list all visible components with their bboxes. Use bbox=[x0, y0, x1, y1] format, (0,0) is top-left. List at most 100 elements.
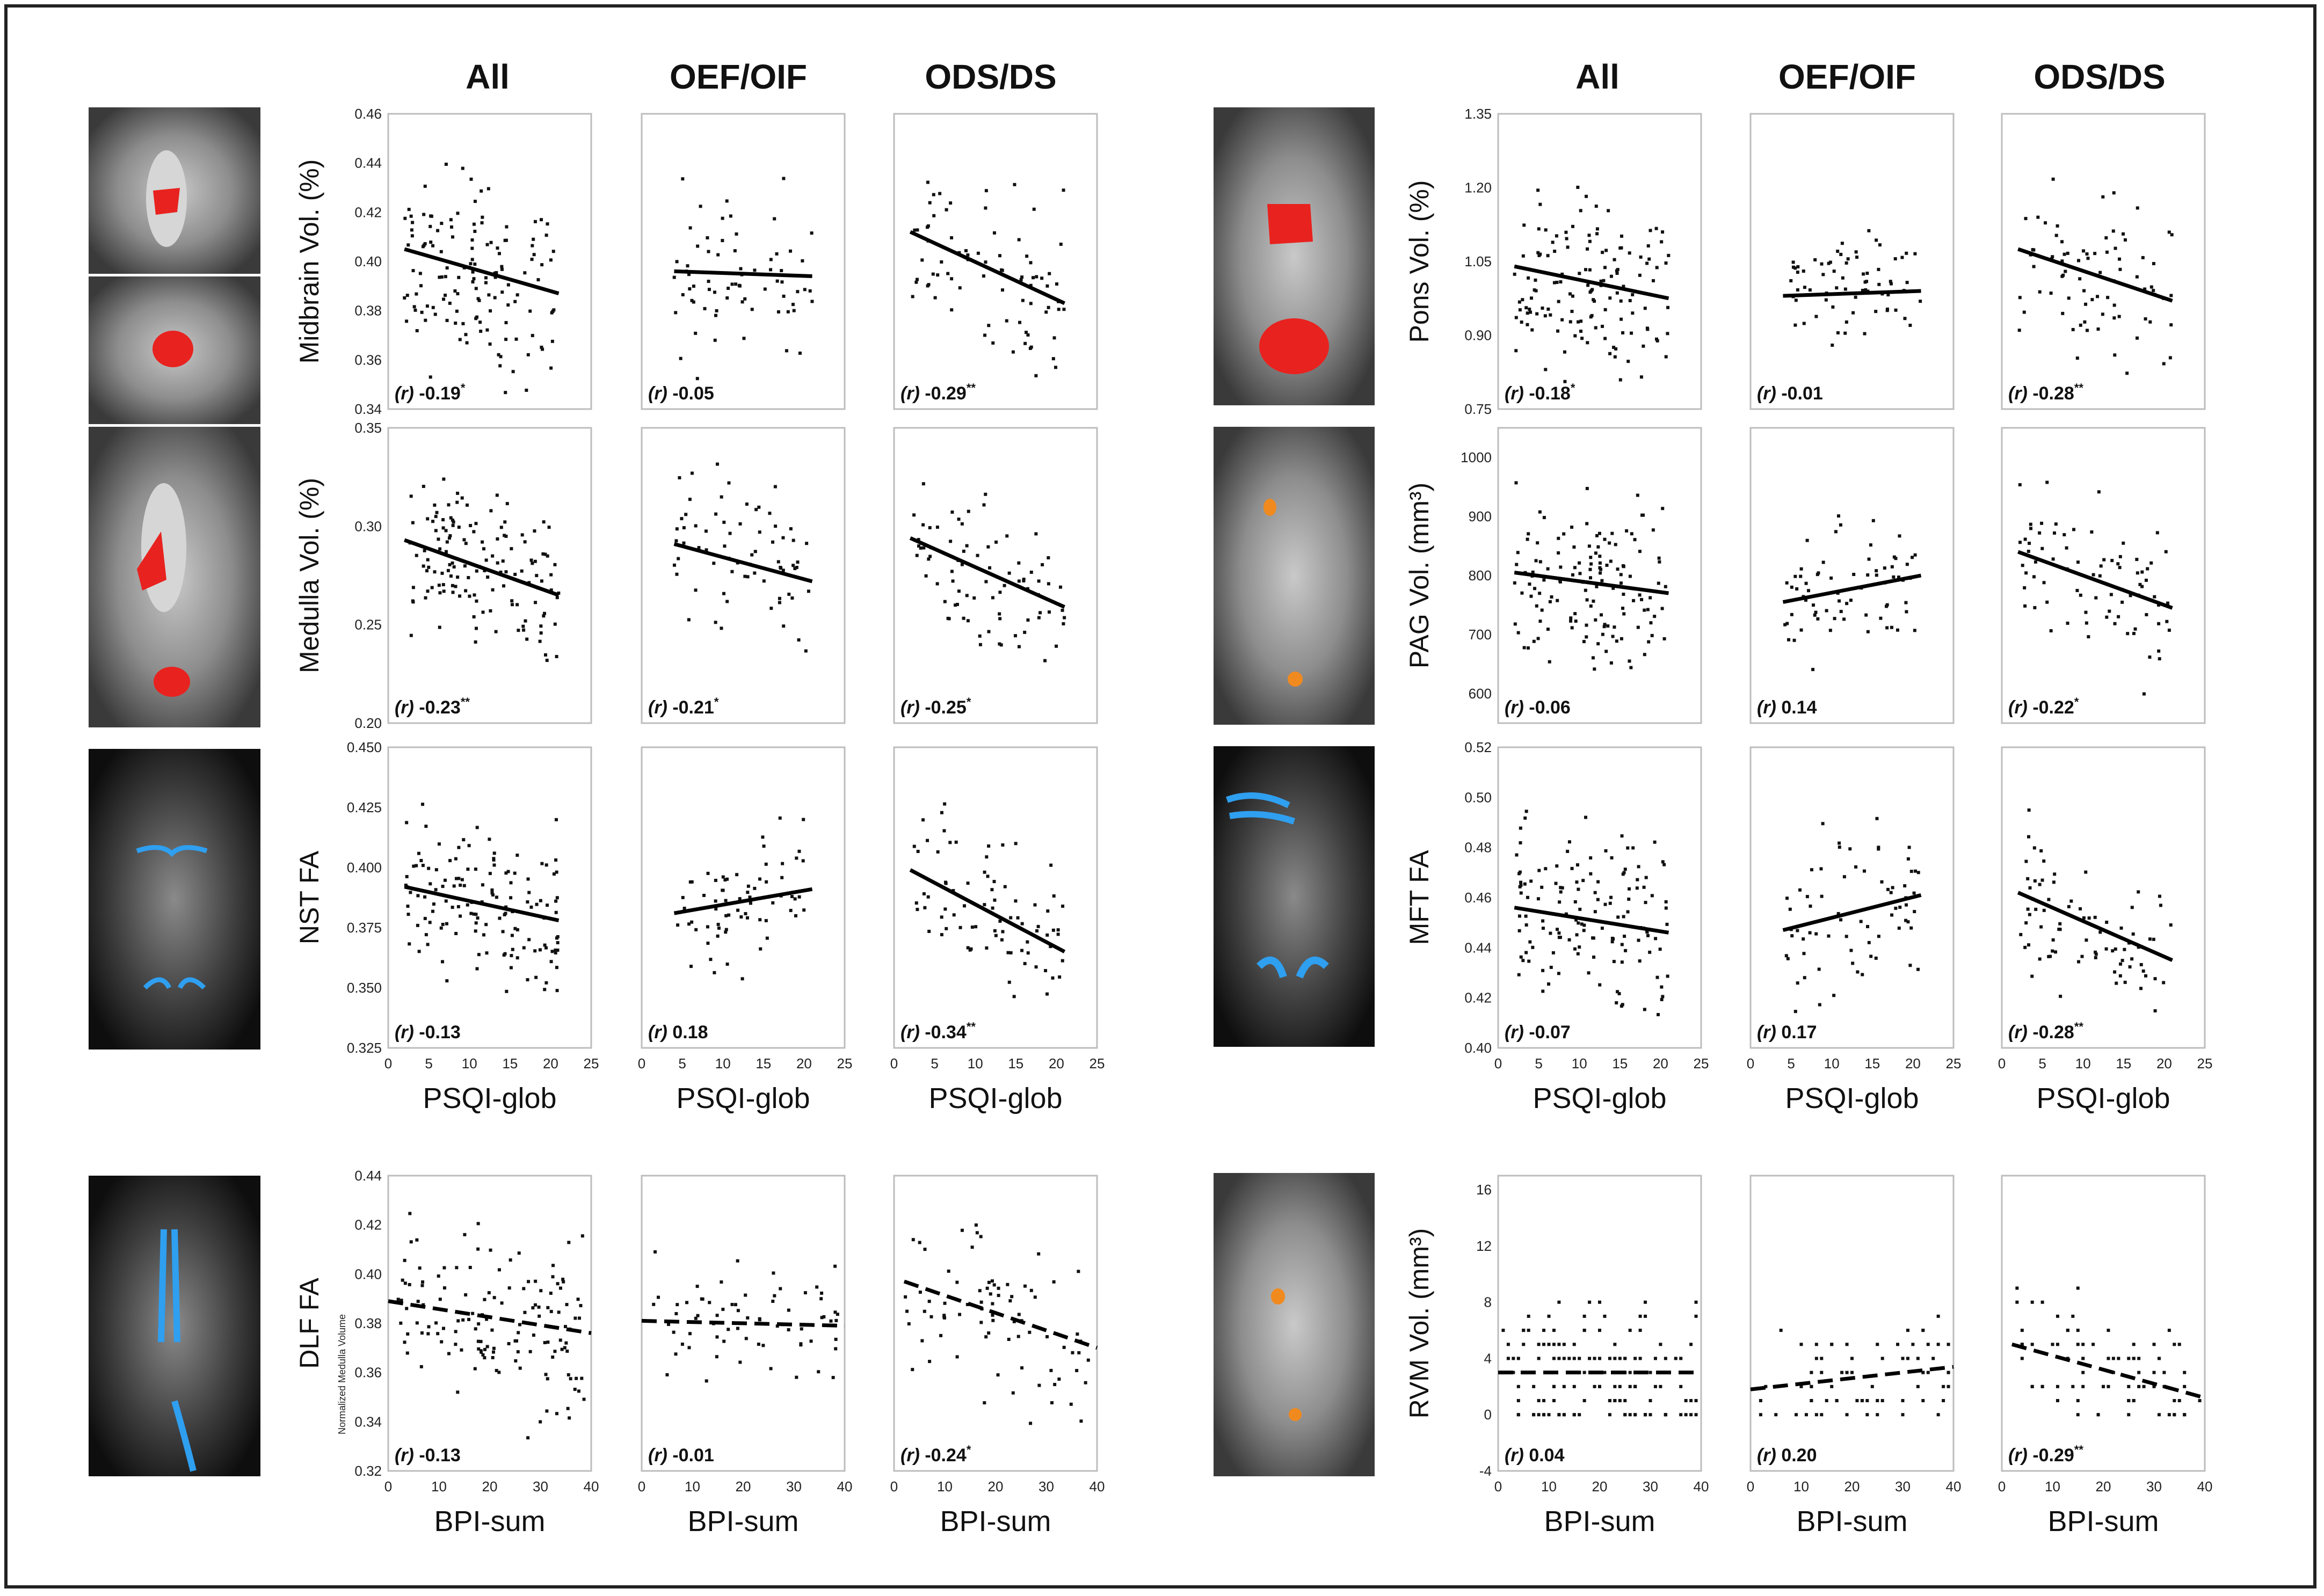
data-point bbox=[2111, 229, 2115, 233]
data-point bbox=[1644, 1314, 1647, 1318]
regression-line bbox=[1514, 264, 1669, 301]
panel-frame bbox=[2001, 746, 2206, 1049]
significance-marker: * bbox=[461, 381, 466, 395]
y-axis-label: Pons Vol. (%) bbox=[1404, 180, 1434, 343]
data-point bbox=[735, 232, 738, 236]
data-point bbox=[427, 565, 431, 569]
data-point bbox=[1926, 1371, 1930, 1374]
data-point bbox=[715, 1355, 718, 1359]
data-point bbox=[1803, 286, 1806, 289]
data-point bbox=[476, 297, 480, 301]
data-point bbox=[470, 258, 474, 261]
data-point bbox=[2146, 567, 2149, 571]
data-point bbox=[761, 835, 765, 839]
data-point bbox=[730, 570, 734, 573]
r-symbol: (r) bbox=[900, 1445, 925, 1466]
data-point bbox=[1050, 1401, 1054, 1405]
y-tick-label: 900 bbox=[1469, 508, 1492, 524]
data-point bbox=[551, 250, 555, 253]
data-point bbox=[2127, 1384, 2131, 1388]
data-point bbox=[437, 1274, 440, 1278]
data-point bbox=[1591, 656, 1595, 660]
data-point bbox=[444, 529, 448, 533]
data-point bbox=[418, 1266, 422, 1270]
data-point bbox=[713, 338, 717, 342]
data-point bbox=[1865, 1399, 1869, 1403]
data-point bbox=[1759, 1413, 1762, 1417]
x-tick-label: 0 bbox=[1494, 1478, 1502, 1495]
data-point bbox=[1885, 626, 1889, 630]
data-point bbox=[2081, 1357, 2085, 1360]
data-point bbox=[405, 294, 409, 297]
data-point bbox=[967, 509, 970, 513]
data-point bbox=[923, 1309, 926, 1313]
data-point bbox=[555, 818, 558, 821]
data-point bbox=[1526, 646, 1530, 650]
data-point bbox=[1049, 1368, 1053, 1372]
data-point bbox=[497, 353, 500, 356]
data-point bbox=[1890, 625, 1893, 629]
data-point bbox=[2111, 1357, 2115, 1360]
data-point bbox=[426, 589, 430, 593]
data-point bbox=[2052, 531, 2056, 535]
data-point bbox=[438, 275, 441, 279]
data-point bbox=[2148, 320, 2152, 324]
data-point bbox=[2086, 257, 2090, 260]
data-point bbox=[1785, 622, 1789, 625]
data-point bbox=[762, 579, 766, 583]
data-point bbox=[1542, 1413, 1546, 1417]
significance-marker: ** bbox=[967, 1020, 976, 1033]
data-point bbox=[757, 505, 761, 509]
data-point bbox=[408, 942, 411, 946]
data-point bbox=[1829, 576, 1833, 580]
data-point bbox=[954, 603, 957, 607]
data-point bbox=[482, 547, 485, 551]
data-point bbox=[431, 244, 435, 247]
data-point bbox=[793, 897, 797, 901]
data-point bbox=[1648, 229, 1652, 232]
x-axis-label: BPI-sum bbox=[940, 1505, 1051, 1537]
r-symbol: (r) bbox=[1757, 383, 1781, 404]
data-point bbox=[2118, 267, 2122, 271]
data-point bbox=[2142, 1384, 2146, 1388]
x-tick-label: 0 bbox=[1998, 1055, 2006, 1072]
data-point bbox=[2060, 240, 2064, 244]
data-point bbox=[1000, 938, 1004, 942]
data-point bbox=[1877, 935, 1880, 938]
data-point bbox=[2040, 1384, 2044, 1388]
data-point bbox=[1661, 507, 1665, 511]
data-point bbox=[504, 391, 507, 395]
data-point bbox=[1513, 272, 1516, 276]
data-point bbox=[1061, 608, 1064, 612]
data-point bbox=[2023, 586, 2027, 589]
data-point bbox=[1658, 948, 1662, 951]
data-point bbox=[554, 951, 557, 954]
data-point bbox=[551, 1355, 555, 1359]
data-point bbox=[580, 1376, 584, 1380]
data-point bbox=[1571, 294, 1574, 298]
data-point bbox=[1821, 822, 1825, 826]
x-axis-label: PSQI-glob bbox=[1785, 1082, 1919, 1114]
data-point bbox=[1056, 928, 1060, 932]
data-point bbox=[577, 1389, 580, 1393]
data-point bbox=[423, 916, 427, 920]
data-point bbox=[974, 1223, 978, 1227]
data-point bbox=[2096, 327, 2100, 331]
data-point bbox=[991, 1318, 995, 1322]
data-point bbox=[819, 1297, 823, 1301]
data-point bbox=[2045, 600, 2049, 604]
data-point bbox=[1008, 1299, 1012, 1303]
data-point bbox=[2067, 905, 2071, 908]
data-point bbox=[1592, 936, 1595, 940]
data-point bbox=[984, 260, 987, 264]
data-point bbox=[442, 1327, 446, 1330]
data-point bbox=[1588, 239, 1592, 243]
data-point bbox=[1051, 928, 1055, 932]
data-point bbox=[1570, 526, 1574, 529]
data-point bbox=[467, 1317, 471, 1321]
data-point bbox=[978, 634, 982, 638]
data-point bbox=[1521, 254, 1525, 258]
column-header-oef-oif-left: OEF/OIF bbox=[670, 57, 807, 96]
data-point bbox=[920, 1339, 924, 1343]
data-point bbox=[929, 1315, 933, 1318]
